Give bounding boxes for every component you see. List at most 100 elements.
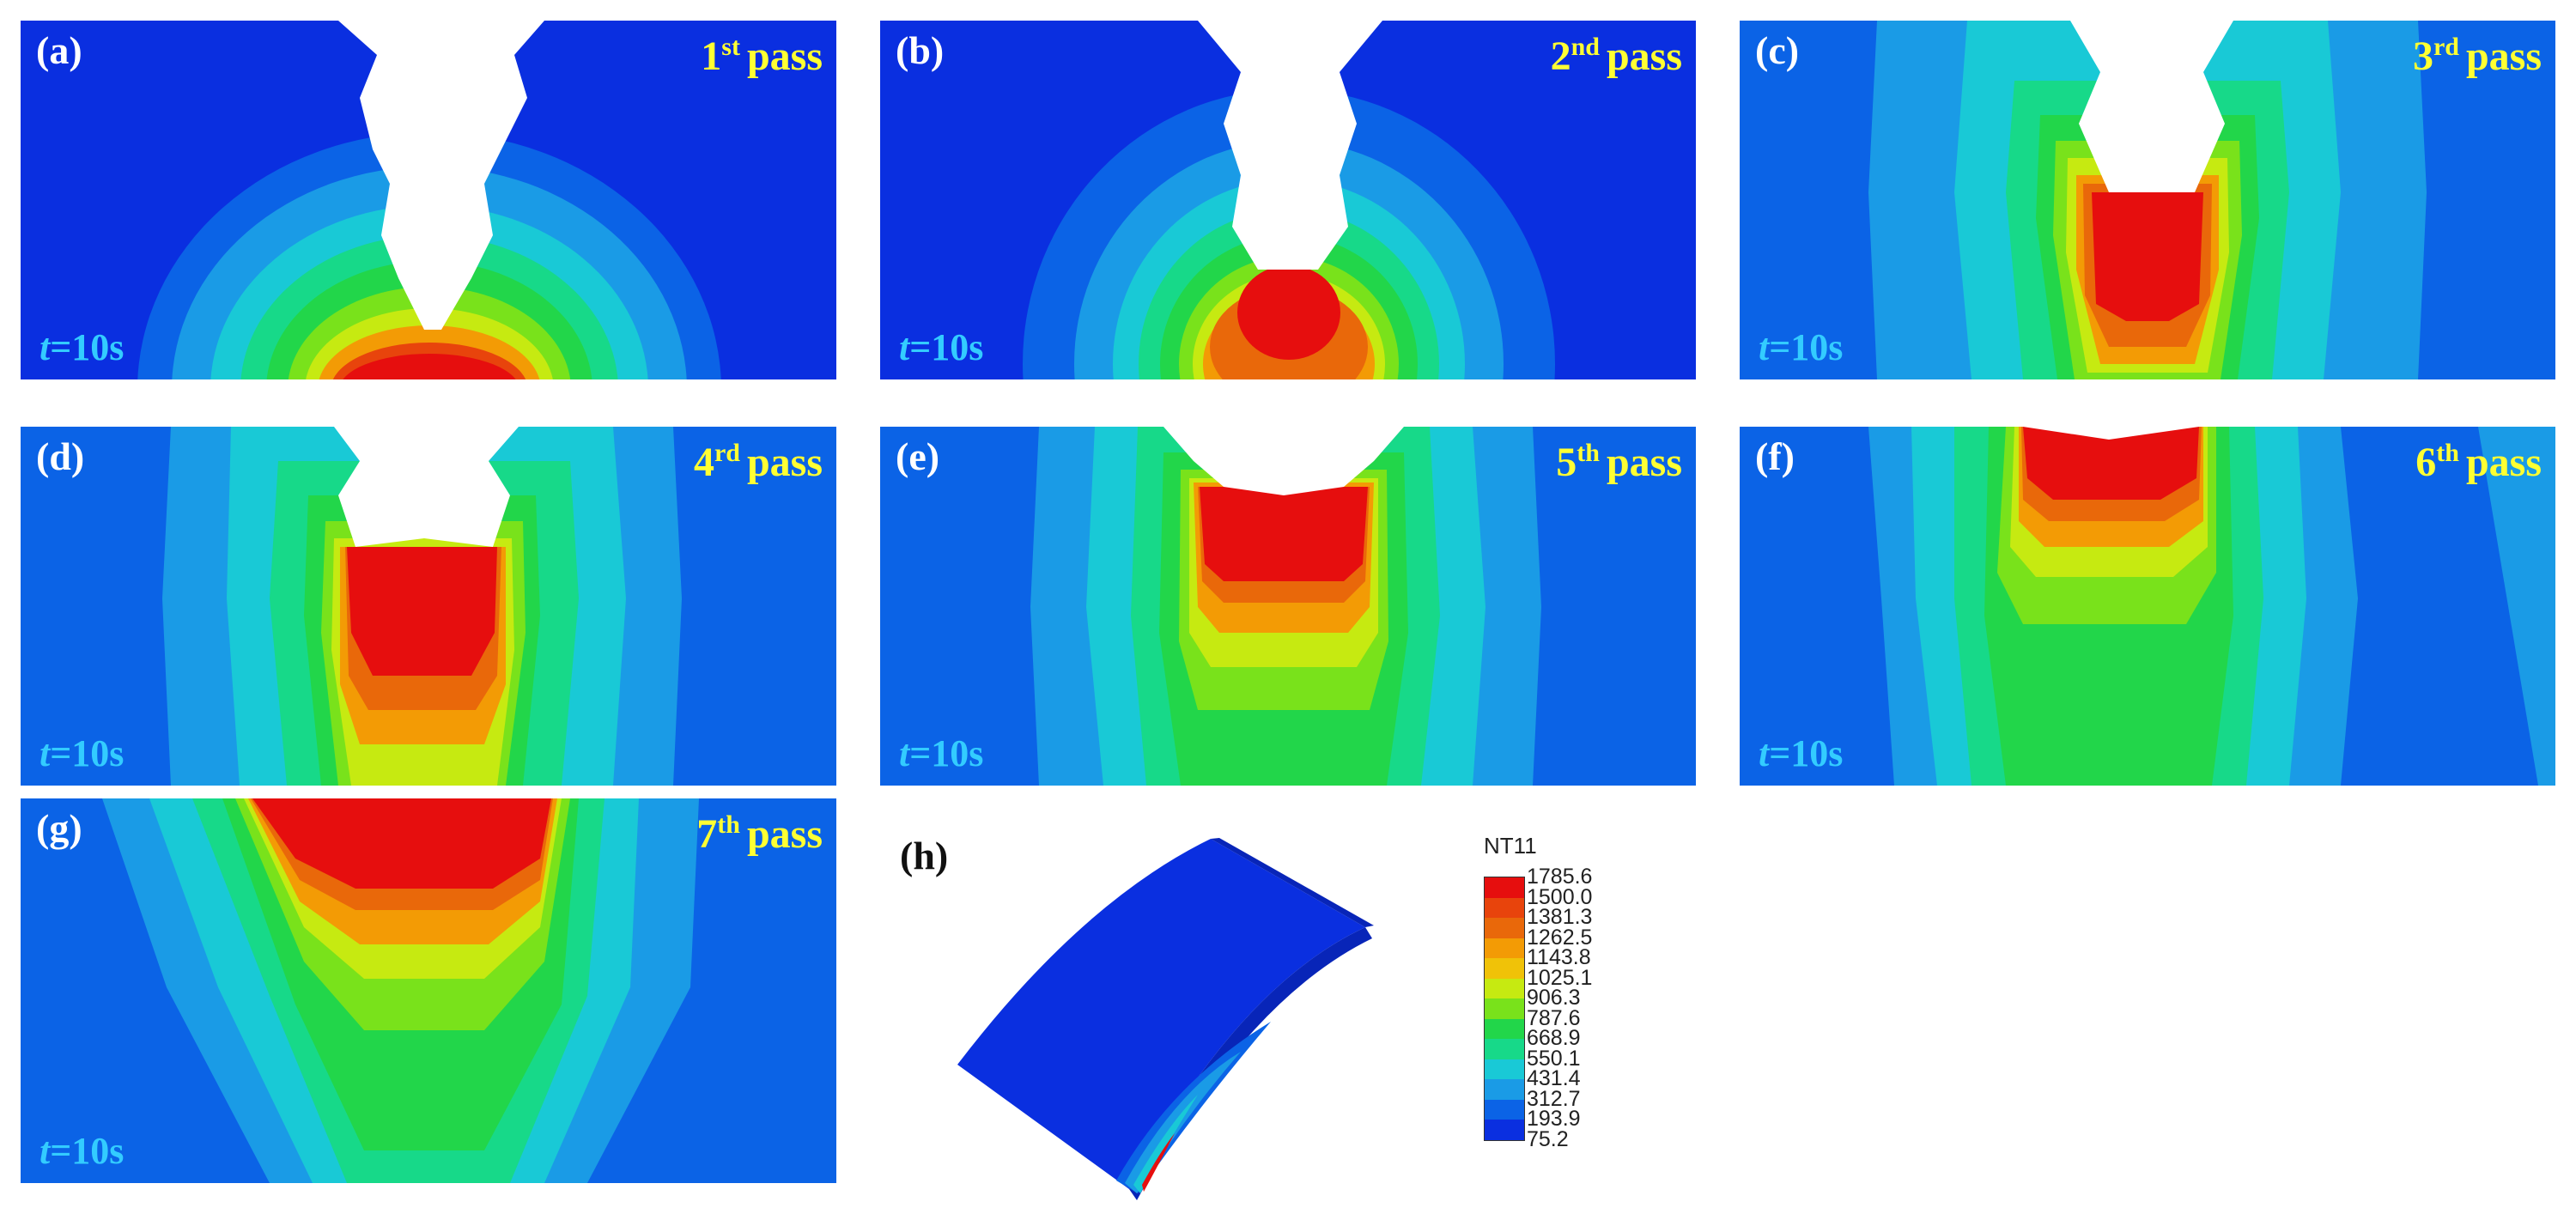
panel-label: (c) [1755, 28, 1800, 72]
panel-label: (e) [896, 434, 940, 478]
legend-body: 1785.6 1500.0 1381.3 1262.5 1143.8 1025.1 906.… [1484, 866, 1690, 1167]
time-variable: t [39, 326, 51, 368]
pass-word: pass [746, 33, 823, 79]
contour-plot-c [1740, 21, 2555, 379]
color-legend: NT11 1785.6 1500.0 1381.3 1262.5 1143.8 1025.… [1484, 833, 1690, 1167]
pass-number: 4 [693, 440, 714, 485]
pass-ordinal-suffix: rd [2433, 33, 2459, 61]
pass-label: 7th pass [696, 810, 823, 858]
legend-tick-label: 312.7 [1527, 1086, 1581, 1111]
legend-tick-label: 1262.5 [1527, 925, 1593, 950]
pass-label: 3rd pass [2413, 33, 2542, 80]
pass-word: pass [746, 811, 823, 857]
time-label: t=10s [39, 1129, 124, 1173]
pass-label: 5th pass [1556, 439, 1682, 486]
panel-f: (f) 6th pass t=10s [1740, 427, 2555, 786]
legend-swatch [1485, 877, 1524, 898]
contour-plot-g [21, 798, 836, 1183]
pass-ordinal-suffix: th [2436, 439, 2459, 467]
time-label: t=10s [39, 731, 124, 775]
legend-swatch [1485, 1039, 1524, 1059]
plate-3d-model [957, 838, 1374, 1200]
legend-swatch [1485, 1018, 1524, 1039]
panel-e: (e) 5th pass t=10s [880, 427, 1696, 786]
pass-ordinal-suffix: th [1577, 439, 1600, 467]
legend-tick-label: 1381.3 [1527, 905, 1593, 929]
pass-label: 1st pass [701, 33, 823, 80]
panel-label: (d) [36, 434, 85, 478]
legend-tick-label: 1143.8 [1527, 945, 1591, 969]
panel-label: (a) [36, 28, 82, 72]
pass-ordinal-suffix: rd [714, 439, 740, 467]
legend-tick-label: 431.4 [1527, 1066, 1581, 1090]
legend-swatch [1485, 1059, 1524, 1079]
pass-word: pass [1606, 33, 1682, 79]
time-label: t=10s [1759, 325, 1843, 369]
panel-label: (b) [896, 28, 945, 72]
panel-b: (b) 2nd pass t=10s [880, 21, 1696, 379]
pass-ordinal-suffix: st [721, 33, 740, 61]
pass-number: 3 [2412, 33, 2433, 79]
legend-swatch [1485, 958, 1524, 979]
pass-number: 5 [1556, 440, 1577, 485]
pass-ordinal-suffix: nd [1571, 33, 1600, 61]
pass-ordinal-suffix: th [717, 810, 740, 839]
pass-label: 2nd pass [1551, 33, 1682, 80]
time-variable: t [899, 326, 910, 368]
pass-label: 4rd pass [694, 439, 823, 486]
legend-swatch [1485, 918, 1524, 938]
panel-d: (d) 4rd pass t=10s [21, 427, 836, 786]
time-variable: t [1759, 732, 1770, 774]
legend-tick-label: 193.9 [1527, 1107, 1581, 1131]
legend-swatch [1485, 1120, 1524, 1140]
panel-label: (f) [1755, 434, 1795, 478]
legend-tick-label: 1025.1 [1527, 965, 1593, 990]
pass-number: 7 [696, 811, 718, 857]
pass-word: pass [2465, 440, 2542, 485]
time-value: =10s [50, 1130, 125, 1172]
panel-label-h: (h) [900, 834, 949, 877]
contour-plot-d [21, 427, 836, 786]
legend-tick-label: 1785.6 [1527, 865, 1593, 889]
pass-label: 6th pass [2415, 439, 2542, 486]
legend-tick-label: 75.2 [1527, 1126, 1569, 1151]
legend-title: NT11 [1484, 833, 1537, 859]
time-variable: t [899, 732, 910, 774]
time-variable: t [39, 732, 51, 774]
legend-swatch [1485, 897, 1524, 918]
legend-tick-label: 668.9 [1527, 1026, 1581, 1050]
pass-word: pass [746, 440, 823, 485]
legend-tick-label: 1500.0 [1527, 884, 1593, 909]
time-value: =10s [909, 326, 984, 368]
legend-swatch [1485, 1099, 1524, 1120]
panel-g: (g) 7th pass t=10s [21, 798, 836, 1183]
contour-plot-a [21, 21, 836, 379]
legend-swatch [1485, 1079, 1524, 1100]
legend-swatch [1485, 978, 1524, 998]
pass-number: 6 [2415, 440, 2437, 485]
time-value: =10s [1769, 326, 1844, 368]
time-label: t=10s [899, 731, 983, 775]
time-label: t=10s [39, 325, 124, 369]
time-variable: t [1759, 326, 1770, 368]
time-variable: t [39, 1130, 51, 1172]
legend-color-bar [1484, 877, 1525, 1141]
time-value: =10s [50, 732, 125, 774]
contour-plot-f [1740, 427, 2555, 786]
time-label: t=10s [1759, 731, 1843, 775]
contour-plot-b [880, 21, 1696, 379]
time-value: =10s [1769, 732, 1844, 774]
time-value: =10s [909, 732, 984, 774]
legend-swatch [1485, 998, 1524, 1019]
panel-c: (c) 3rd pass t=10s [1740, 21, 2555, 379]
pass-word: pass [2465, 33, 2542, 79]
panel-a: (a) 1st pass t=10s [21, 21, 836, 379]
legend-swatch [1485, 938, 1524, 958]
legend-tick-label: 787.6 [1527, 1005, 1581, 1030]
pass-number: 1 [701, 33, 722, 79]
time-label: t=10s [899, 325, 983, 369]
pass-word: pass [1606, 440, 1682, 485]
time-value: =10s [50, 326, 125, 368]
pass-number: 2 [1550, 33, 1571, 79]
contour-plot-e [880, 427, 1696, 786]
